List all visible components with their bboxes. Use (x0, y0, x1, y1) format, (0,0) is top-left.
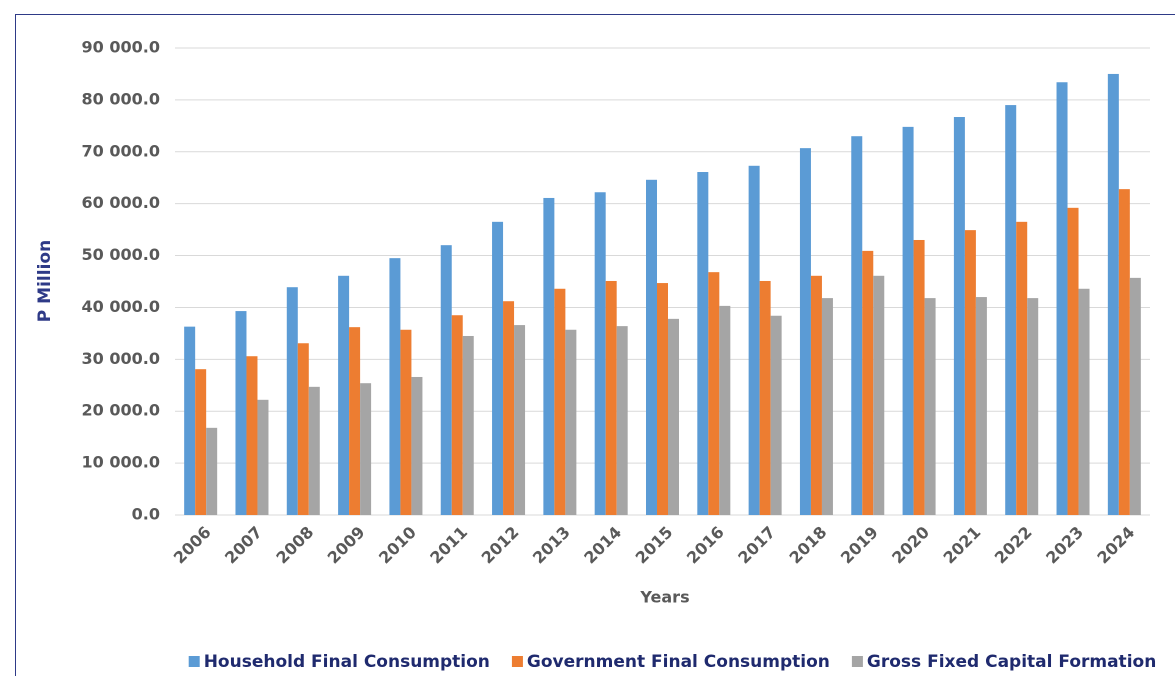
y-tick-label: 50 000.0 (82, 245, 160, 264)
y-tick-label: 10 000.0 (82, 453, 160, 472)
legend-label: Government Final Consumption (527, 652, 830, 672)
bar (1078, 288, 1090, 515)
bar (1056, 82, 1068, 515)
bar (719, 305, 731, 515)
bar (440, 245, 452, 515)
legend-label: Household Final Consumption (204, 652, 490, 672)
bar (1118, 189, 1130, 516)
bar (799, 148, 811, 515)
legend-swatch (188, 656, 200, 667)
bar (184, 326, 196, 515)
bar (565, 329, 577, 515)
legend-label: Gross Fixed Capital Formation (867, 652, 1156, 672)
bar (246, 356, 258, 515)
y-tick-label: 0.0 (132, 505, 160, 524)
bar (1016, 221, 1028, 516)
y-tick-label: 20 000.0 (82, 401, 160, 420)
bar (462, 335, 474, 515)
bar (1067, 207, 1079, 515)
bar (1005, 105, 1017, 516)
bar (953, 117, 965, 516)
y-tick-label: 30 000.0 (82, 349, 160, 368)
y-tick-label: 80 000.0 (82, 89, 160, 108)
y-tick-label: 90 000.0 (82, 38, 160, 57)
bar (646, 179, 657, 515)
bar (360, 383, 372, 515)
bar (616, 326, 628, 515)
bar (851, 136, 863, 515)
bar (770, 315, 782, 515)
bar (605, 280, 617, 515)
bar (748, 165, 760, 515)
legend-swatch (851, 656, 863, 667)
bar (400, 329, 412, 515)
bar (503, 301, 515, 515)
bar (821, 298, 833, 515)
bar (1107, 73, 1119, 515)
bar (338, 275, 350, 515)
bar (668, 318, 679, 515)
bar (514, 325, 526, 515)
bar (492, 221, 504, 516)
legend-swatch (511, 656, 523, 667)
bar (235, 311, 247, 515)
bar (554, 288, 566, 515)
y-tick-label: 40 000.0 (82, 297, 160, 316)
bar (657, 283, 668, 515)
bar (543, 197, 555, 515)
bar (349, 327, 361, 515)
bar (1027, 298, 1039, 515)
bar (594, 192, 606, 516)
bar (913, 239, 925, 515)
y-tick-label: 70 000.0 (82, 141, 160, 160)
bar (389, 258, 401, 515)
bar (810, 275, 822, 515)
bar (206, 427, 218, 515)
bar (195, 369, 207, 515)
bar (862, 250, 874, 515)
bar (759, 280, 771, 515)
bar (257, 399, 269, 515)
bar (308, 386, 320, 515)
bar (964, 230, 976, 515)
bar (924, 298, 936, 515)
bar (286, 287, 298, 515)
bar (451, 315, 463, 515)
bar (975, 297, 987, 515)
bar (697, 172, 709, 515)
bar (1129, 277, 1141, 515)
y-axis-label: P Million (35, 240, 55, 322)
y-tick-label: 60 000.0 (82, 193, 160, 212)
bar (902, 126, 914, 516)
bar (873, 275, 885, 515)
x-axis-label: Years (639, 588, 689, 607)
bar (708, 272, 720, 515)
bar (297, 343, 309, 515)
bar (411, 376, 423, 515)
